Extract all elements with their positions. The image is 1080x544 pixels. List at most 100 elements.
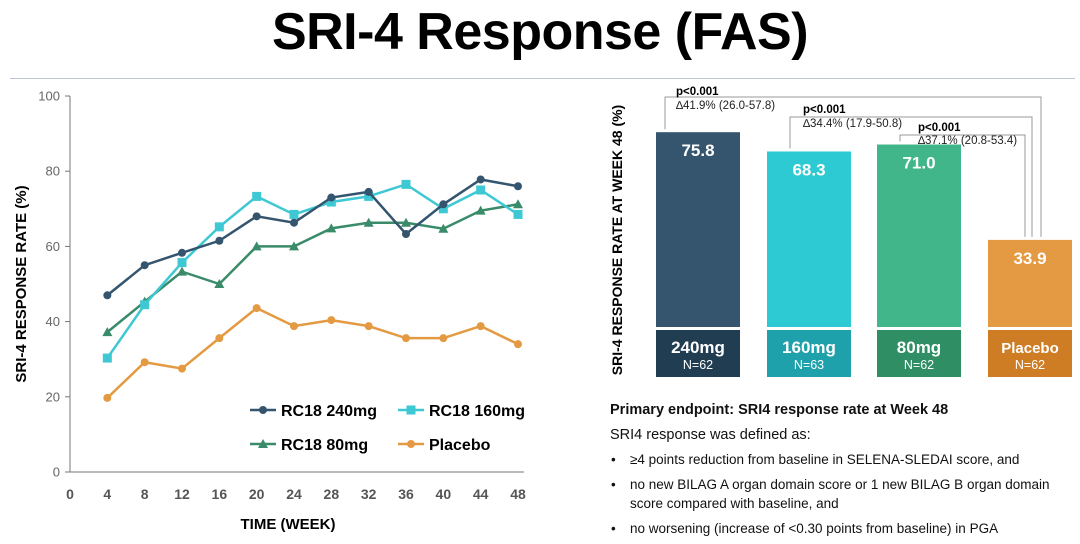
y-tick-label: 0 — [53, 465, 60, 480]
series-line — [106, 203, 519, 334]
data-point — [439, 334, 448, 343]
bar-category-box — [877, 330, 961, 377]
data-point — [438, 223, 449, 233]
legend-marker — [258, 439, 268, 448]
legend-label: RC18 80mg — [281, 437, 368, 454]
bar — [988, 239, 1072, 327]
data-point — [252, 304, 261, 313]
legend-marker — [407, 440, 415, 448]
legend-item: RC18 80mg — [250, 437, 368, 454]
x-axis-title: TIME (WEEK) — [241, 516, 336, 533]
bracket-line — [899, 134, 1026, 237]
data-point — [290, 218, 298, 227]
series-rc18-240mg — [103, 175, 522, 300]
data-point — [178, 248, 186, 257]
endpoint-notes: Primary endpoint: SRI4 response rate at … — [610, 402, 1080, 544]
series-rc18-80mg — [102, 199, 523, 337]
data-point — [364, 191, 374, 201]
data-point — [476, 322, 485, 331]
y-tick-label: 100 — [38, 89, 60, 104]
endpoint-criteria-list: ≥4 points reduction from baseline in SEL… — [610, 450, 1080, 538]
bracket-line — [789, 116, 1033, 237]
data-point — [363, 217, 374, 227]
data-point — [214, 222, 224, 232]
data-point — [102, 327, 113, 337]
data-point — [103, 291, 112, 300]
endpoint-heading: Primary endpoint: SRI4 response rate at … — [610, 402, 949, 418]
data-point — [327, 316, 336, 325]
y-tick-label: 20 — [46, 389, 60, 404]
bar-value-label: 68.3 — [792, 160, 825, 179]
comparison-bracket: p<0.001 ∆34.4% (17.9-50.8) — [789, 104, 1033, 237]
data-point — [177, 266, 187, 276]
series-line — [106, 182, 519, 359]
x-tick-label: 44 — [473, 486, 489, 502]
series-rc18-160mg — [102, 179, 523, 363]
data-point — [140, 358, 149, 367]
series-placebo — [103, 304, 522, 402]
data-point — [289, 209, 299, 219]
bar-chart: SRI-4 RESPONSE RATE AT WEEK 48 (%) 75.8 24… — [609, 86, 1072, 377]
bar-value-label: 33.9 — [1013, 249, 1046, 268]
data-point — [514, 340, 522, 349]
data-point — [327, 193, 336, 202]
series-line — [106, 178, 519, 297]
bar-n-label: N=62 — [1015, 358, 1045, 372]
bar — [877, 144, 961, 327]
legend-label: Placebo — [429, 437, 491, 454]
data-point — [513, 209, 523, 219]
delta-label: ∆37.1% (20.8-53.4) — [918, 135, 1017, 147]
x-tick-label: 4 — [103, 486, 111, 502]
p-value-label: p<0.001 — [676, 86, 719, 98]
bar-category-box — [767, 330, 851, 377]
legend-label: RC18 240mg — [281, 403, 377, 420]
x-tick-label: 40 — [436, 486, 452, 502]
data-point — [178, 364, 186, 373]
bar-n-label: N=63 — [794, 358, 824, 372]
criteria-item: ≥4 points reduction from baseline in SEL… — [610, 450, 1080, 469]
data-point — [439, 200, 448, 209]
data-point — [290, 322, 298, 331]
data-point — [364, 187, 373, 196]
comparison-bracket: p<0.001 ∆41.9% (26.0-57.8) — [664, 86, 1042, 237]
bar-category-label: 240mg — [671, 338, 725, 357]
x-tick-label: 20 — [249, 486, 265, 502]
bar-category-label: 80mg — [897, 338, 941, 357]
data-point — [364, 322, 373, 331]
x-tick-label: 36 — [398, 486, 414, 502]
comparison-bracket: p<0.001∆37.1% (20.8-53.4) — [899, 122, 1026, 237]
x-tick-label: 16 — [212, 486, 228, 502]
bar-category-label: 160mg — [782, 338, 836, 357]
data-point — [103, 393, 112, 402]
data-point — [476, 175, 485, 184]
data-point — [251, 241, 262, 251]
bar-n-label: N=62 — [904, 358, 934, 372]
x-tick-label: 28 — [324, 486, 340, 502]
x-tick-label: 8 — [141, 486, 149, 502]
bar — [767, 151, 851, 327]
legend-item: RC18 240mg — [250, 403, 377, 420]
data-point — [289, 241, 299, 251]
legend-item: Placebo — [398, 437, 491, 454]
legend-item: RC18 160mg — [398, 403, 525, 420]
bar-value-label: 75.8 — [681, 141, 714, 160]
delta-label: ∆34.4% (17.9-50.8) — [803, 118, 902, 130]
criteria-item: no worsening (increase of <0.30 points f… — [610, 519, 1080, 538]
bar-y-axis-title: SRI-4 RESPONSE RATE AT WEEK 48 (%) — [609, 105, 625, 375]
data-point — [140, 261, 149, 270]
data-point — [438, 204, 448, 214]
data-point — [513, 199, 523, 209]
x-tick-label: 12 — [174, 486, 190, 502]
data-point — [215, 236, 224, 245]
criteria-item: no new BILAG A organ domain score or 1 n… — [610, 475, 1080, 513]
endpoint-intro: SRI4 response was defined as: — [610, 427, 811, 443]
data-point — [252, 191, 262, 201]
x-tick-label: 0 — [66, 486, 74, 502]
data-point — [402, 229, 410, 238]
x-tick-label: 32 — [361, 486, 377, 502]
y-axis-title: SRI-4 RESPONSE RATE (%) — [13, 185, 30, 382]
x-tick-label: 24 — [286, 486, 302, 502]
